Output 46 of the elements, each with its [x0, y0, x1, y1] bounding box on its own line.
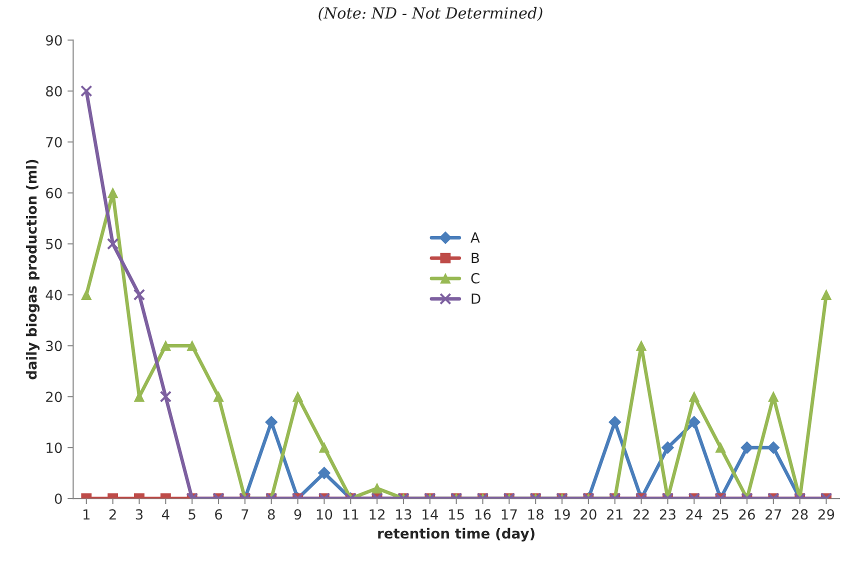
y-tick-label: 50 [46, 238, 62, 250]
x-tick-label: 12 [370, 509, 385, 520]
x-axis-title: retention time (day) [378, 528, 534, 542]
x-tick-label: 3 [136, 509, 143, 520]
x-tick-label: 6 [215, 509, 222, 520]
x-tick-label: 15 [449, 509, 464, 520]
x-tick-label: 19 [554, 509, 570, 520]
legend-label: C [471, 273, 480, 284]
x-tick-label: 16 [475, 509, 491, 520]
x-tick-label: 22 [633, 509, 649, 520]
x-tick-label: 26 [739, 509, 755, 520]
x-tick-label: 18 [528, 509, 544, 520]
x-tick-label: 9 [294, 509, 302, 520]
legend-label: D [472, 294, 480, 304]
x-tick-label: 1 [84, 509, 90, 520]
x-tick-label: 13 [396, 509, 412, 520]
y-tick-label: 80 [46, 86, 62, 97]
x-tick-label: 7 [242, 509, 248, 520]
y-axis-title: daily biogas production (ml) [26, 160, 40, 380]
y-tick-label: 40 [46, 290, 62, 300]
x-tick-label: 20 [580, 509, 596, 520]
y-tick-label: 90 [46, 35, 62, 46]
legend-label: A [470, 232, 480, 243]
x-tick-label: 28 [792, 509, 808, 520]
x-tick-label: 21 [607, 509, 622, 520]
x-tick-label: 4 [162, 509, 170, 520]
y-tick-label: 30 [46, 340, 62, 352]
x-tick-label: 17 [502, 509, 517, 520]
x-tick-label: 10 [316, 509, 332, 520]
x-tick-label: 25 [712, 509, 728, 520]
x-tick-label: 24 [686, 509, 702, 520]
x-tick-label: 23 [660, 509, 676, 520]
legend-label: B [472, 252, 479, 263]
text: (Note: ND - Not Determined) [318, 6, 542, 21]
y-tick-label: 60 [46, 188, 62, 198]
y-tick-label: 10 [46, 442, 62, 454]
x-tick-label: 14 [422, 509, 438, 520]
x-tick-label: 29 [818, 509, 834, 520]
x-tick-label: 11 [343, 509, 358, 520]
x-tick-label: 5 [188, 509, 196, 520]
y-tick-label: 0 [54, 493, 62, 504]
x-tick-label: 2 [109, 509, 116, 520]
x-tick-label: 27 [766, 509, 782, 520]
x-tick-label: 8 [268, 509, 275, 520]
y-tick-label: 70 [46, 136, 62, 148]
y-tick-label: 20 [46, 392, 62, 402]
